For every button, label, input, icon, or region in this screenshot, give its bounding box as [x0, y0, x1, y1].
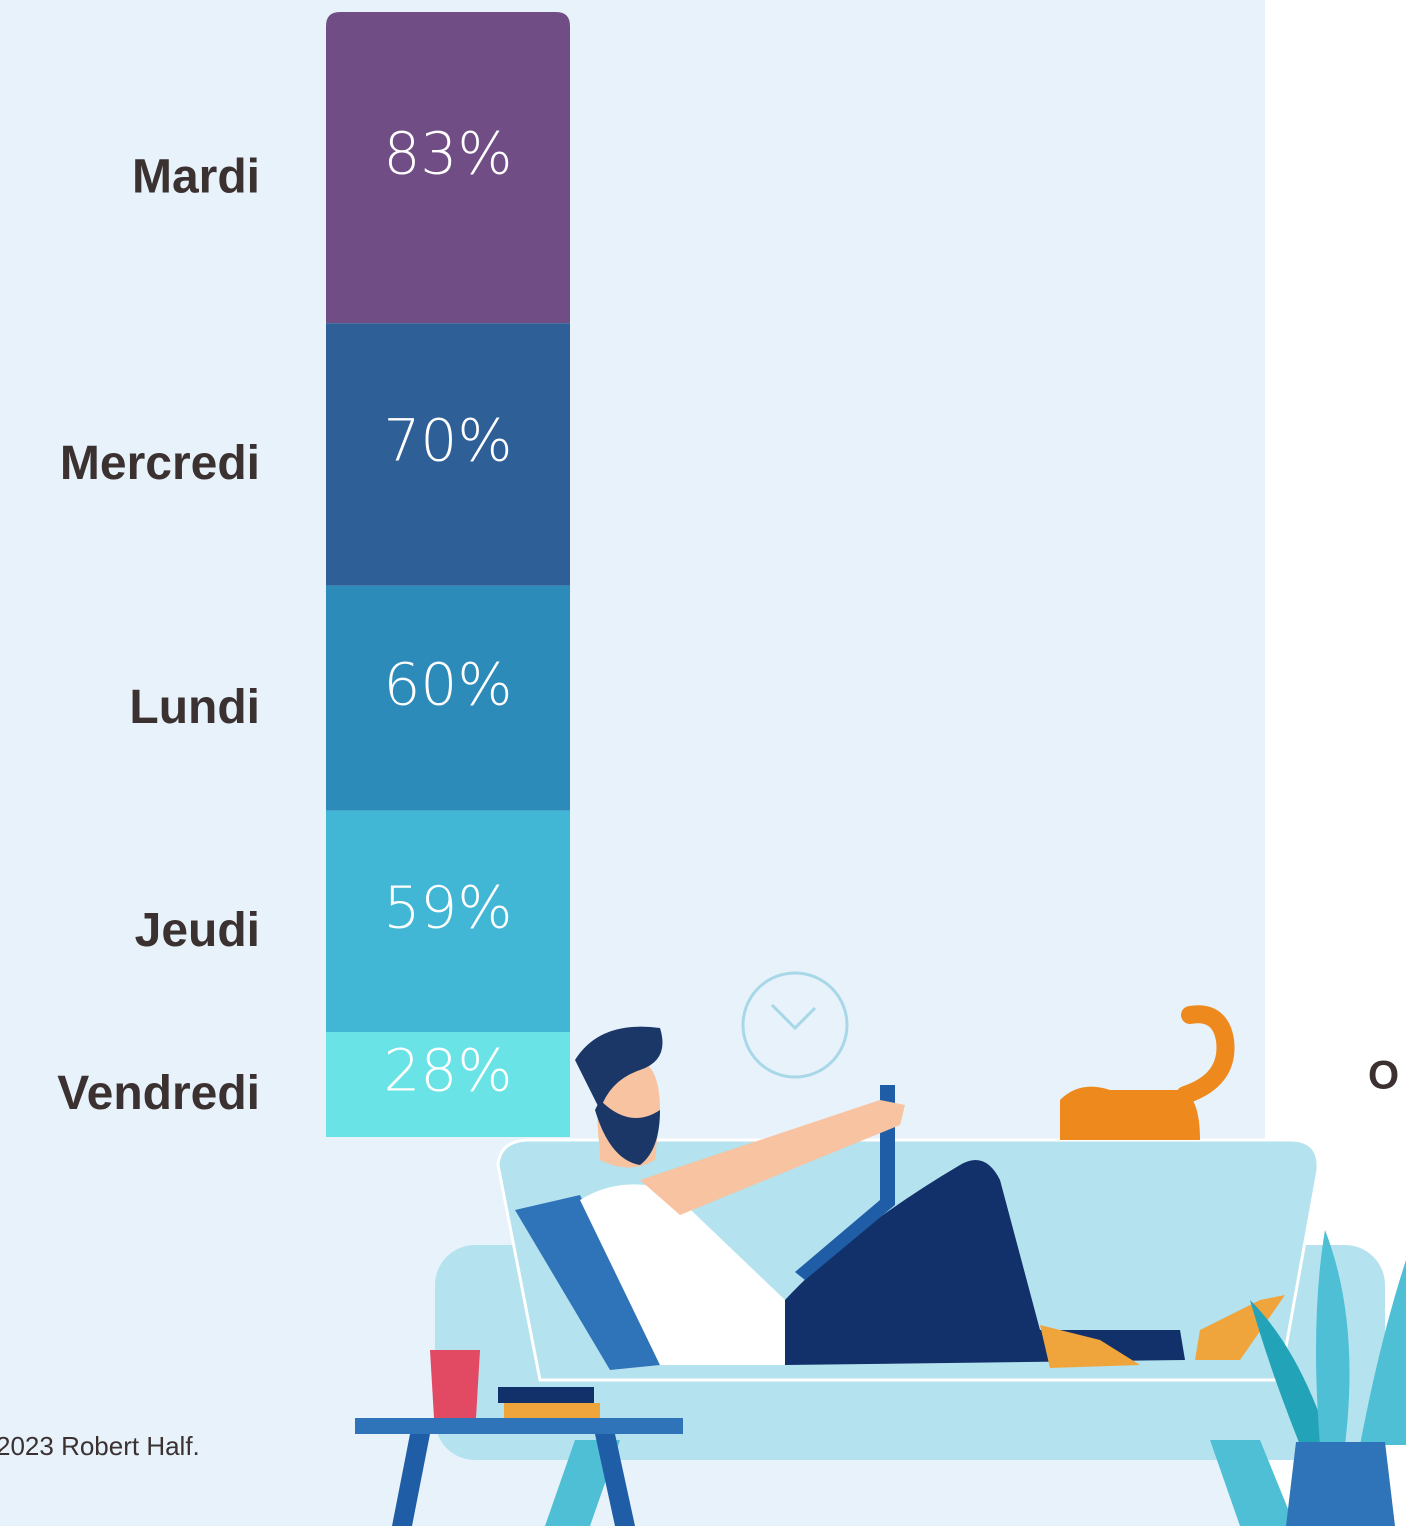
footer: 2023 Robert Half.: [0, 1431, 200, 1461]
category-label: Lundi: [129, 681, 260, 734]
category-label: Jeudi: [135, 904, 260, 957]
category-label: Mardi: [132, 150, 260, 203]
infographic: O 2023 Robert Half. 83% Mardi 70% Mercredi 6…: [0, 0, 1406, 1526]
side-text: O: [1368, 1054, 1399, 1098]
value-label: 59%: [384, 873, 513, 941]
book: [504, 1403, 600, 1418]
cup: [430, 1350, 480, 1418]
category-label: Vendredi: [57, 1067, 260, 1120]
book: [498, 1387, 594, 1403]
value-label: 28%: [384, 1037, 513, 1105]
page: {"chart_data": {"type": "stacked-column"…: [0, 0, 1406, 1526]
pot: [1286, 1442, 1395, 1526]
table-top: [355, 1418, 683, 1434]
value-label: 70%: [384, 407, 513, 475]
value-label: 83%: [384, 120, 513, 188]
value-label: 60%: [384, 650, 513, 718]
category-label: Mercredi: [60, 437, 260, 490]
